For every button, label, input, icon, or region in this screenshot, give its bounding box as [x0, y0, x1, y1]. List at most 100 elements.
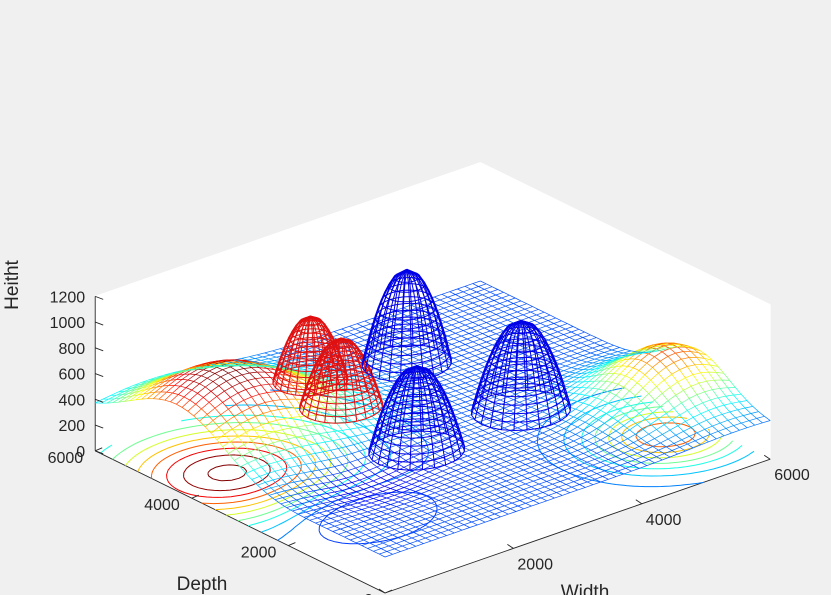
mesh-segment: [631, 468, 640, 472]
mesh-segment: [230, 364, 236, 366]
mesh-segment: [384, 518, 391, 522]
mesh-segment: [610, 470, 619, 475]
mesh-segment: [268, 463, 276, 472]
mesh-segment: [567, 387, 576, 393]
mesh-segment: [582, 334, 591, 338]
mesh-segment: [328, 487, 335, 493]
mesh-segment: [344, 482, 352, 485]
mesh-segment: [567, 414, 574, 418]
mesh-segment: [497, 305, 506, 310]
mesh-segment: [336, 455, 345, 459]
mesh-segment: [465, 363, 472, 367]
mesh-segment: [328, 423, 335, 432]
mesh-segment: [627, 395, 636, 404]
mesh-segment: [513, 380, 520, 384]
mesh-segment: [756, 415, 765, 419]
mesh-segment: [452, 518, 459, 523]
mesh-segment: [235, 404, 243, 413]
mesh-segment: [579, 461, 588, 466]
mesh-segment: [660, 406, 667, 414]
mesh-segment: [617, 446, 626, 451]
mesh-segment: [548, 494, 555, 499]
mesh-segment: [472, 338, 481, 343]
mesh-segment: [407, 526, 416, 531]
mesh-segment: [536, 467, 545, 471]
contour-line: [166, 434, 666, 498]
mesh-segment: [542, 450, 551, 454]
mesh-segment: [286, 447, 295, 450]
mesh-segment: [459, 516, 467, 520]
mesh-segment: [611, 373, 620, 383]
mesh-segment: [615, 365, 622, 367]
mesh-segment: [529, 472, 536, 477]
mesh-segment: [561, 475, 569, 480]
mesh-segment: [551, 347, 558, 352]
mesh-segment: [183, 389, 193, 398]
mesh-segment: [139, 383, 146, 386]
mesh-segment: [210, 364, 217, 366]
mesh-segment: [497, 327, 504, 332]
mesh-segment: [633, 438, 642, 443]
mesh-segment: [704, 391, 711, 401]
mesh-segment: [667, 356, 674, 363]
mesh-segment: [581, 410, 588, 415]
mesh-segment: [355, 467, 362, 474]
mesh-segment: [377, 518, 386, 522]
mesh-segment: [338, 446, 347, 449]
mesh-segment: [513, 415, 522, 420]
mesh-segment: [351, 421, 358, 429]
mesh-segment: [341, 430, 349, 438]
mesh-segment: [340, 509, 349, 512]
mesh-segment: [640, 346, 647, 350]
mesh-segment: [536, 489, 544, 493]
mesh-segment: [376, 379, 383, 384]
mesh-segment: [428, 471, 435, 475]
mesh-segment: [500, 438, 507, 443]
mesh-segment: [172, 372, 179, 374]
mesh-segment: [342, 428, 350, 431]
mesh-segment: [480, 432, 489, 437]
mesh-segment: [426, 477, 434, 481]
mesh-segment: [259, 433, 268, 438]
mesh-segment: [473, 494, 482, 498]
mesh-segment: [602, 426, 611, 433]
mesh-segment: [504, 466, 511, 471]
mesh-segment: [521, 412, 530, 417]
mesh-segment: [609, 421, 619, 428]
mesh-segment: [571, 393, 580, 401]
mesh-segment: [511, 483, 518, 487]
mesh-segment: [605, 344, 614, 349]
mesh-segment: [492, 438, 501, 443]
mesh-segment: [592, 387, 599, 390]
mesh-segment: [488, 294, 497, 299]
mesh-segment: [577, 365, 586, 370]
mesh-segment: [584, 376, 591, 378]
mesh-segment: [371, 516, 380, 520]
mesh-segment: [164, 399, 171, 403]
mesh-segment: [328, 505, 335, 510]
mesh-segment: [563, 353, 570, 357]
mesh-segment: [694, 437, 703, 442]
mesh-segment: [272, 440, 281, 444]
mesh-segment: [404, 518, 413, 522]
mesh-segment: [181, 399, 191, 408]
mesh-segment: [468, 333, 475, 337]
mesh-segment: [266, 431, 275, 435]
mesh-segment: [452, 516, 461, 520]
mesh-segment: [311, 434, 318, 444]
mesh-segment: [652, 406, 661, 414]
mesh-segment: [407, 508, 416, 512]
mesh-segment: [526, 398, 534, 402]
mesh-segment: [394, 494, 401, 498]
mesh-segment: [249, 371, 258, 374]
mesh-segment: [600, 459, 609, 463]
mesh-segment: [338, 515, 345, 520]
mesh-segment: [634, 352, 644, 360]
mesh-segment: [330, 499, 339, 503]
mesh-segment: [365, 516, 372, 520]
mesh-segment: [556, 428, 565, 433]
box-edge: [95, 316, 481, 452]
mesh-segment: [582, 355, 589, 358]
mesh-segment: [444, 502, 451, 506]
mesh-segment: [671, 450, 678, 455]
